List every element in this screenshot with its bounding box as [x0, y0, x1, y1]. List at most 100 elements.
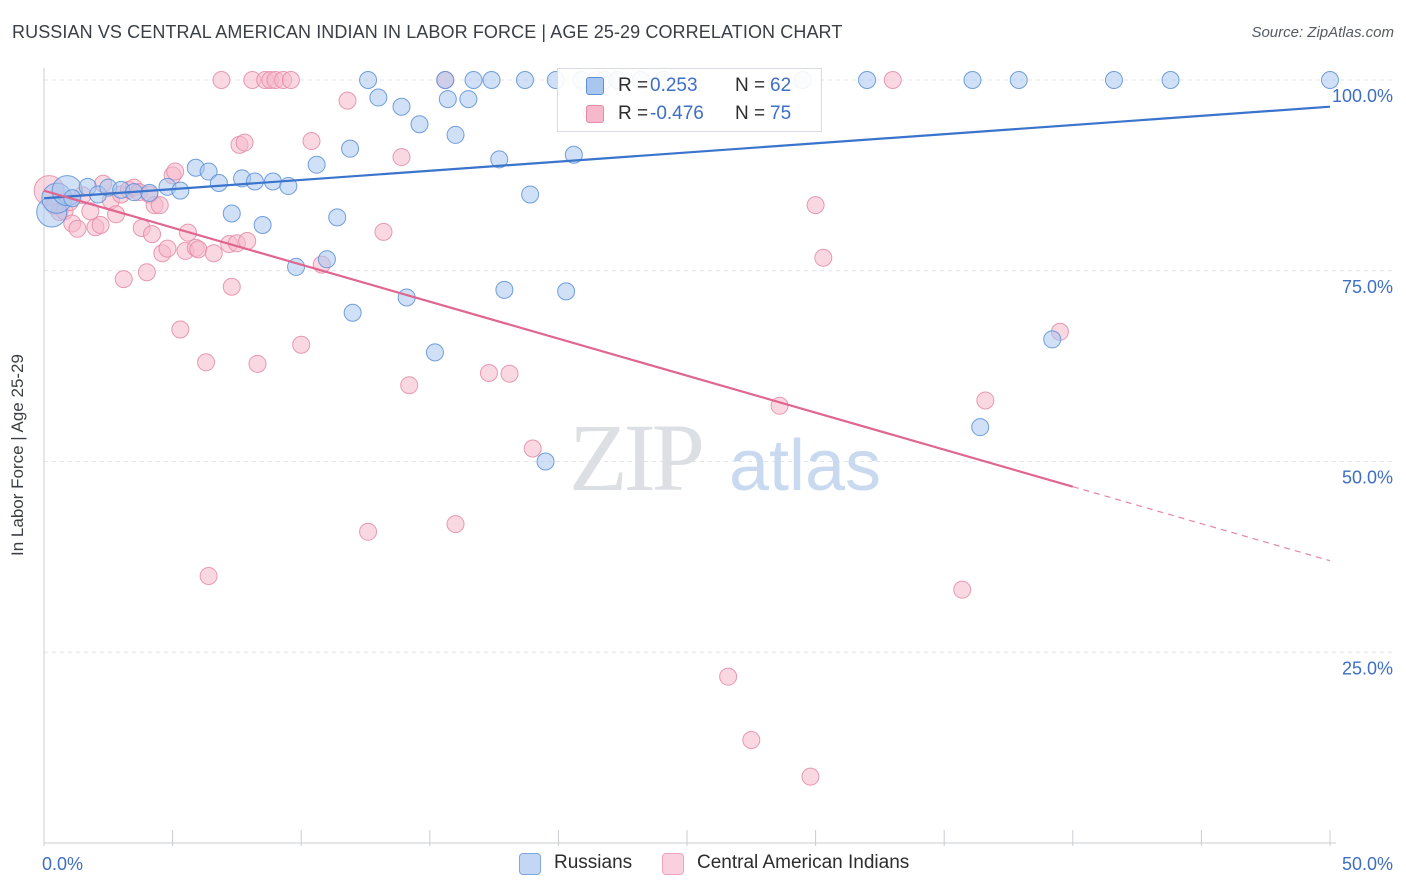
- n-label: N =: [735, 103, 766, 124]
- russians-point: [341, 139, 360, 158]
- cai-legend-swatch: [662, 853, 684, 875]
- cai-point: [883, 71, 902, 89]
- cai-trend-line: [43, 189, 1074, 488]
- x-tick-label: 0.0%: [42, 854, 83, 874]
- russians-point: [140, 183, 159, 202]
- legend-series: Russians Central American Indians: [0, 850, 1406, 878]
- r-value: -0.476: [650, 103, 704, 124]
- russians-point: [536, 452, 555, 471]
- cai-point: [189, 240, 208, 259]
- cai-point: [806, 196, 825, 215]
- cai-point: [166, 162, 185, 181]
- cai-point: [392, 148, 411, 167]
- legend-label: Central American Indians: [697, 852, 910, 873]
- cai-point: [212, 71, 231, 89]
- cai-point: [91, 215, 110, 234]
- cai-point: [500, 364, 519, 383]
- russians-point: [564, 145, 583, 164]
- n-label: N =: [735, 75, 766, 96]
- cai-point: [114, 270, 133, 289]
- russians-point: [1043, 330, 1062, 349]
- n-value: 62: [770, 75, 792, 96]
- cai-point: [359, 522, 378, 541]
- russians-point: [459, 90, 478, 109]
- series-central-american-indians: [33, 71, 1069, 786]
- russians-point: [222, 204, 241, 223]
- cai-point: [400, 376, 419, 395]
- russians-point: [317, 250, 336, 269]
- cai-point: [81, 202, 100, 221]
- y-tick-label: 75.0%: [1342, 277, 1393, 297]
- cai-point: [137, 263, 156, 282]
- cai-point: [107, 205, 126, 224]
- r-label: R =: [618, 75, 649, 96]
- cai-point: [204, 244, 223, 263]
- cai-swatch: [586, 105, 604, 123]
- cai-point: [719, 667, 738, 686]
- russians-point: [464, 71, 483, 89]
- russians-point: [515, 71, 534, 89]
- y-tick-label: 50.0%: [1342, 468, 1393, 488]
- x-tick-label: 50.0%: [1342, 854, 1393, 874]
- russians-point: [410, 115, 429, 134]
- russians-legend-swatch: [519, 853, 541, 875]
- watermark: ZIP atlas: [569, 404, 881, 511]
- r-label: R =: [618, 103, 649, 124]
- chart-title: RUSSIAN VS CENTRAL AMERICAN INDIAN IN LA…: [12, 22, 843, 42]
- cai-point: [302, 132, 321, 151]
- cai-point: [143, 225, 162, 244]
- cai-point: [235, 133, 254, 152]
- cai-point: [292, 335, 311, 354]
- cai-point: [801, 767, 820, 786]
- legend-stats: R = 0.253 N = 62 R = -0.476 N = 75: [557, 68, 822, 132]
- russians-point: [971, 418, 990, 437]
- russians-trend-line: [43, 105, 1331, 200]
- russians-point: [963, 71, 982, 89]
- russians-point: [171, 181, 190, 200]
- russians-point: [557, 282, 576, 301]
- russians-point: [392, 97, 411, 116]
- russians-point: [436, 71, 455, 89]
- russians-point: [307, 155, 326, 174]
- cai-point: [374, 222, 393, 241]
- russians-point: [245, 172, 264, 191]
- russians-point: [446, 125, 465, 144]
- cai-point: [68, 219, 87, 238]
- cai-point: [222, 277, 241, 296]
- russians-point: [343, 303, 362, 322]
- russians-point: [521, 185, 540, 204]
- y-tick-label: 25.0%: [1342, 658, 1393, 678]
- russians-point: [1321, 71, 1339, 89]
- cai-point: [742, 730, 761, 749]
- russians-point: [482, 71, 501, 89]
- russians-point: [253, 215, 272, 234]
- russians-point: [858, 71, 877, 89]
- russians-point: [495, 280, 514, 299]
- russians-point: [1161, 71, 1180, 89]
- russians-point: [359, 71, 378, 89]
- cai-point: [199, 566, 218, 585]
- russians-swatch: [586, 77, 604, 95]
- grid-lines: [44, 79, 1392, 653]
- cai-trend-extension: [1072, 486, 1331, 562]
- watermark-zip: ZIP: [569, 404, 702, 511]
- source-credit: Source: ZipAtlas.com: [1251, 24, 1394, 41]
- cai-point: [976, 391, 995, 410]
- russians-point: [438, 90, 457, 109]
- legend-label: Russians: [554, 852, 633, 873]
- tick-labels: 100.0% 75.0% 50.0% 25.0% 0.0% 50.0%: [42, 86, 1393, 874]
- cai-point: [150, 196, 169, 215]
- russians-point: [490, 150, 509, 169]
- watermark-atlas: atlas: [729, 426, 881, 506]
- cai-point: [197, 353, 216, 372]
- trend-lines: [43, 105, 1331, 562]
- y-axis-label: In Labor Force | Age 25-29: [8, 354, 27, 556]
- cai-point: [814, 248, 833, 267]
- russians-point: [328, 208, 347, 227]
- russians-point: [425, 343, 444, 362]
- r-value: 0.253: [650, 75, 698, 96]
- russians-point: [1009, 71, 1028, 89]
- cai-point: [158, 239, 177, 258]
- y-tick-label: 100.0%: [1332, 86, 1393, 106]
